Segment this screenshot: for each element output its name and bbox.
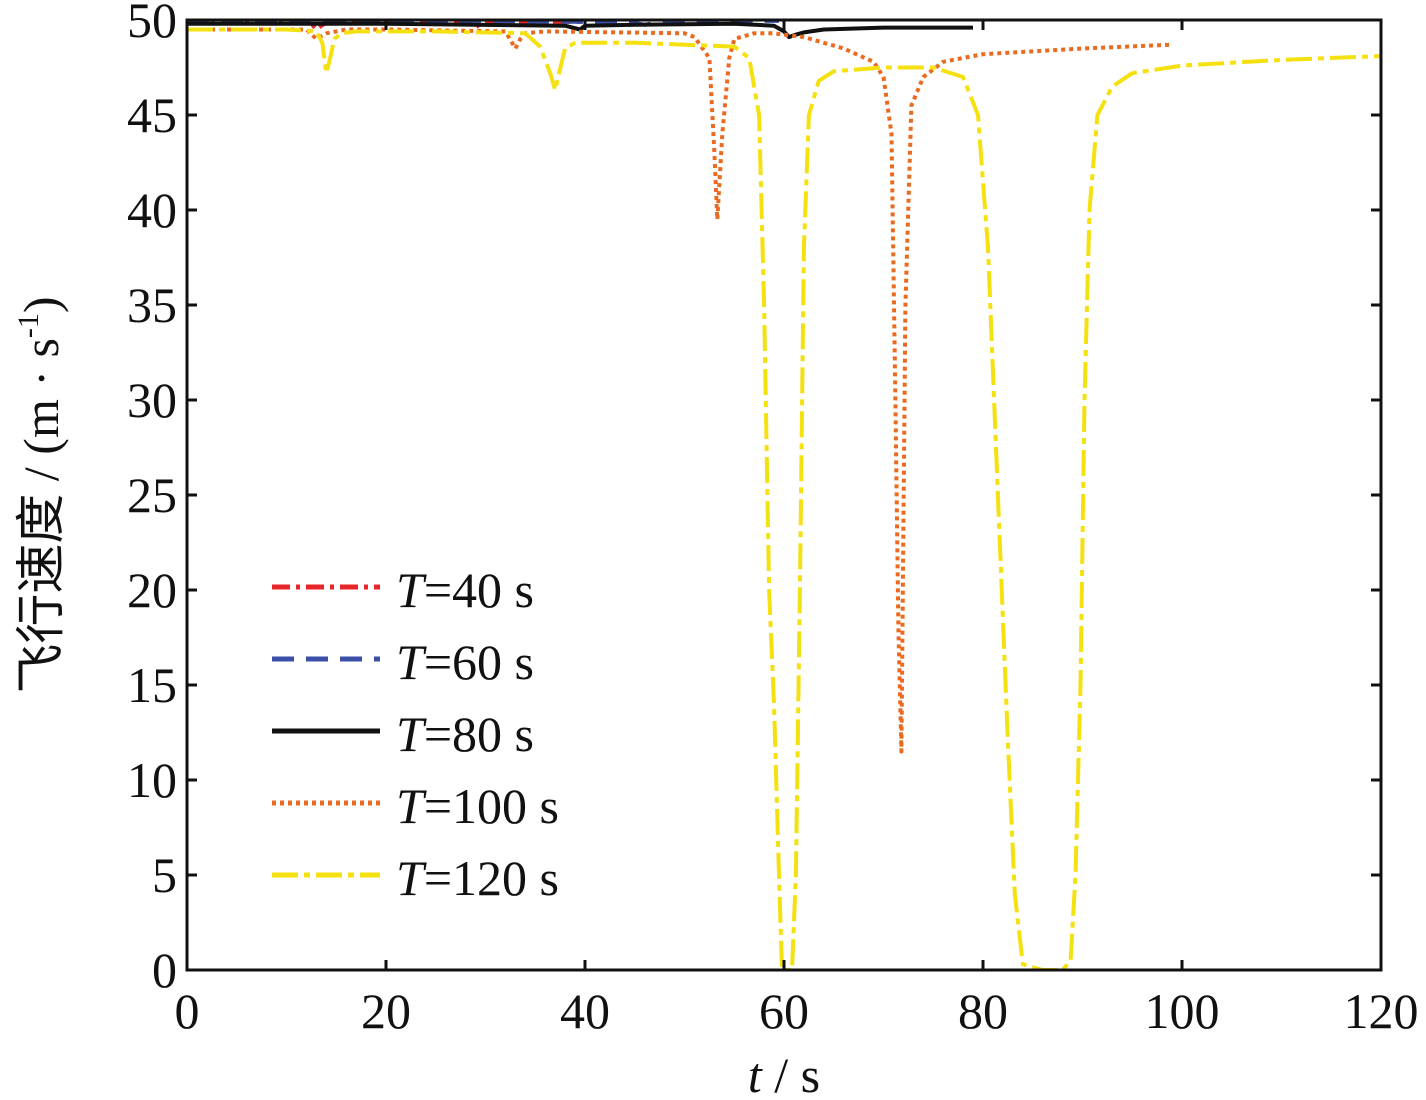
y-tick-label: 0 xyxy=(152,942,177,998)
legend-label-value: =100 s xyxy=(424,778,559,834)
y-tick-label: 15 xyxy=(127,657,177,713)
legend-label-variable: T xyxy=(396,562,427,618)
legend-label-value: =60 s xyxy=(424,634,534,690)
x-tick-label: 40 xyxy=(560,983,610,1039)
legend-label-variable: T xyxy=(396,706,427,762)
legend-label-value: =120 s xyxy=(424,850,559,906)
y-tick-label: 50 xyxy=(127,0,177,48)
x-tick-label: 60 xyxy=(759,983,809,1039)
y-tick-label: 10 xyxy=(127,752,177,808)
series-line-3 xyxy=(187,21,973,40)
legend-label-1: T=40 s xyxy=(396,562,534,618)
y-axis-label-text: 飞行速度 / (m · s xyxy=(13,338,69,694)
y-axis-label-exponent: -1 xyxy=(12,313,45,338)
series-layer xyxy=(187,20,1381,970)
y-tick-label: 30 xyxy=(127,372,177,428)
x-axis-unit: s xyxy=(801,1047,820,1100)
y-tick-label: 45 xyxy=(127,87,177,143)
legend-label-2: T=60 s xyxy=(396,634,534,690)
legend-label-value: =40 s xyxy=(424,562,534,618)
legend-label-variable: T xyxy=(396,850,427,906)
legend-label-4: T=100 s xyxy=(396,778,559,834)
x-axis: 0 20 40 60 80 100 120 xyxy=(175,20,1419,1039)
legend-label-value: =80 s xyxy=(424,706,534,762)
y-tick-label: 35 xyxy=(127,277,177,333)
x-axis-label: t / s xyxy=(748,1047,820,1100)
y-axis-label: 飞行速度 / (m · s-1) xyxy=(12,296,69,693)
x-tick-label: 0 xyxy=(175,983,200,1039)
plot-frame xyxy=(185,18,1383,972)
y-axis: 0 5 10 15 20 25 30 35 40 45 50 xyxy=(127,0,1381,998)
legend-label-variable: T xyxy=(396,634,427,690)
y-tick-label: 40 xyxy=(127,182,177,238)
series-line-5 xyxy=(187,27,1381,970)
legend: T=40 sT=60 sT=80 sT=100 sT=120 s xyxy=(272,562,559,906)
x-tick-label: 80 xyxy=(958,983,1008,1039)
legend-label-variable: T xyxy=(396,778,427,834)
x-tick-label: 100 xyxy=(1145,983,1220,1039)
series-line-4 xyxy=(187,27,1173,754)
y-tick-label: 25 xyxy=(127,467,177,523)
x-tick-label: 20 xyxy=(361,983,411,1039)
y-axis-label-close: ) xyxy=(13,296,69,313)
legend-label-3: T=80 s xyxy=(396,706,534,762)
y-tick-label: 5 xyxy=(152,847,177,903)
x-tick-label: 120 xyxy=(1344,983,1419,1039)
y-tick-label: 20 xyxy=(127,562,177,618)
x-axis-variable: t xyxy=(748,1047,763,1100)
legend-label-5: T=120 s xyxy=(396,850,559,906)
